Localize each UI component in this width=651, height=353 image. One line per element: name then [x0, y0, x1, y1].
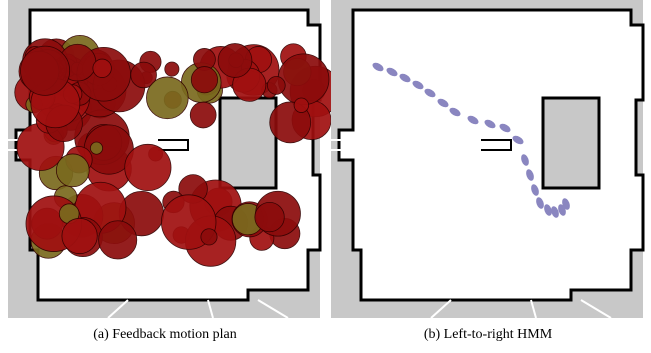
- map: [331, 0, 643, 318]
- blob: [90, 142, 102, 154]
- blob: [218, 44, 252, 78]
- blob: [191, 67, 217, 93]
- blob: [146, 77, 188, 119]
- blob: [165, 62, 179, 76]
- panel-b: [331, 0, 643, 318]
- blob: [201, 229, 217, 245]
- blob: [255, 202, 284, 231]
- figure: (a) Feedback motion plan (b) Left-to-rig…: [0, 0, 651, 353]
- blob: [125, 144, 171, 190]
- panel-a: [8, 0, 341, 318]
- blob: [190, 102, 216, 128]
- blob: [267, 76, 285, 94]
- blob: [56, 154, 89, 187]
- blob: [62, 218, 97, 253]
- blob: [294, 98, 309, 113]
- blob: [99, 221, 137, 259]
- caption: (a) Feedback motion plan: [93, 327, 236, 342]
- blob: [93, 59, 112, 78]
- blob: [20, 46, 69, 95]
- blob: [278, 54, 329, 105]
- caption: (b) Left-to-right HMM: [424, 327, 553, 342]
